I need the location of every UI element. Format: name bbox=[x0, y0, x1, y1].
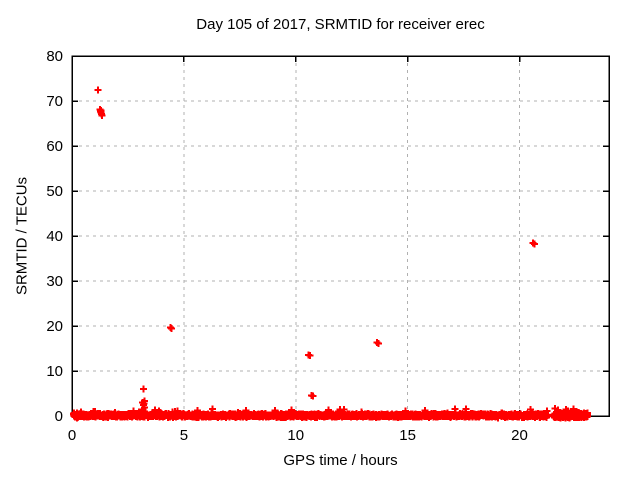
chart-title: Day 105 of 2017, SRMTID for receiver ere… bbox=[196, 16, 485, 33]
y-tick-label: 50 bbox=[46, 183, 63, 200]
y-tick-label: 80 bbox=[46, 48, 63, 65]
x-axis-label: GPS time / hours bbox=[283, 452, 398, 469]
x-tick-label: 10 bbox=[287, 427, 304, 444]
y-tick-label: 70 bbox=[46, 93, 63, 110]
y-tick-label: 30 bbox=[46, 273, 63, 290]
x-tick-label: 15 bbox=[399, 427, 416, 444]
y-tick-label: 0 bbox=[55, 408, 63, 425]
x-tick-label: 0 bbox=[68, 427, 76, 444]
y-tick-label: 60 bbox=[46, 138, 63, 155]
x-tick-label: 5 bbox=[180, 427, 188, 444]
y-tick-label: 20 bbox=[46, 318, 63, 335]
x-tick-label: 20 bbox=[511, 427, 528, 444]
scatter-plus-markers bbox=[69, 86, 592, 422]
y-tick-label: 10 bbox=[46, 363, 63, 380]
y-tick-label: 40 bbox=[46, 228, 63, 245]
